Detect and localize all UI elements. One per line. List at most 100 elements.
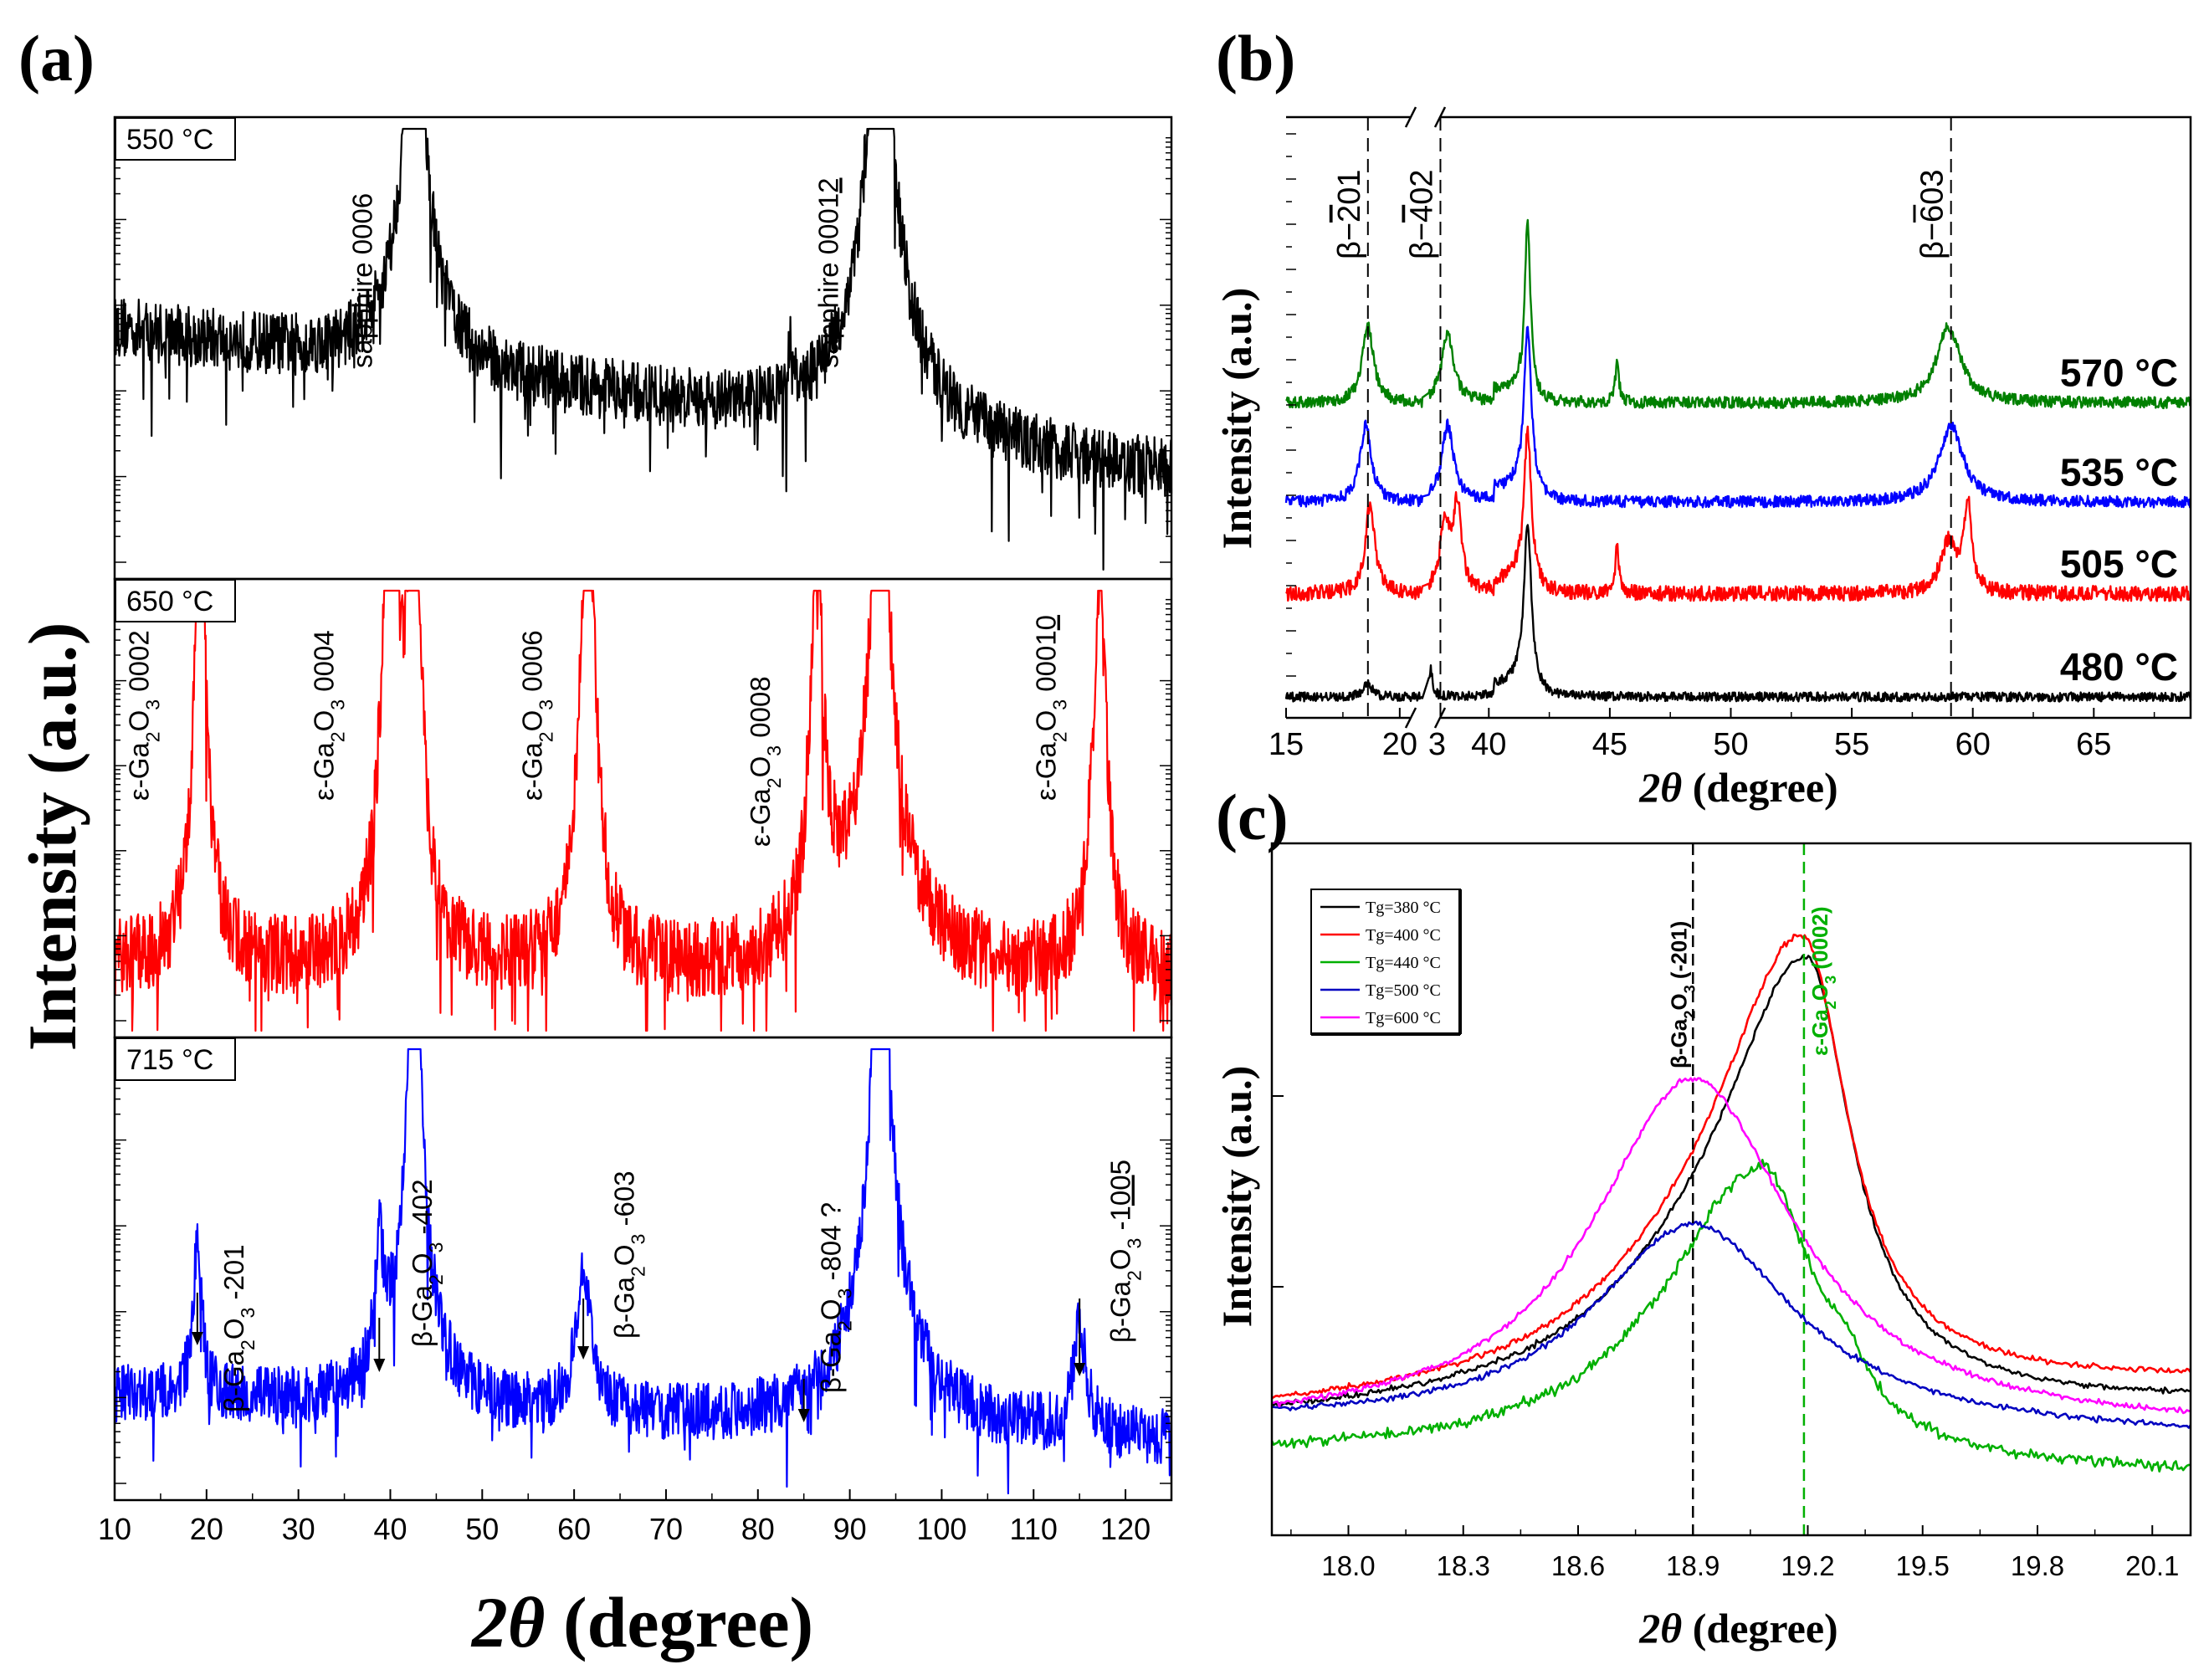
text-part: 19.8	[2011, 1550, 2064, 1581]
temp-label-box	[115, 1037, 236, 1081]
temp-label-text: 715 °C	[126, 1044, 213, 1076]
text-part: 18.9	[1666, 1550, 1720, 1581]
peak-annotation: ε-Ga2O3 00010	[1031, 615, 1071, 801]
text-part: β-Ga	[1105, 1280, 1136, 1343]
subplot-0: 550 °C sapphire 0006 sapphire 00012	[113, 115, 1173, 581]
text-part: 3	[1681, 985, 1698, 993]
text-part: Tg=440 °C	[1366, 954, 1441, 972]
text-part: Tg=400 °C	[1366, 926, 1441, 945]
text-part: 03	[1915, 170, 1950, 205]
y-axis-title: Intensity (a.u.)	[1213, 288, 1260, 550]
text-part: 3	[1124, 1238, 1146, 1249]
text-part: ε-Ga	[308, 742, 339, 801]
dashed-line-label: β−201	[1332, 170, 1367, 259]
text-part	[1682, 1605, 1693, 1652]
x-tick-label: 50	[465, 1512, 499, 1546]
text-part: 2θ	[470, 1582, 546, 1662]
text-part: (0002)	[1807, 906, 1832, 975]
legend-label: Tg=400 °C	[1366, 926, 1441, 945]
text-part: ε-Ga	[1807, 1009, 1832, 1056]
temp-label: 715 °C	[115, 1037, 236, 1081]
text-part: β−	[1404, 223, 1439, 259]
x-axis-title: 2θ (degree)	[470, 1582, 813, 1662]
text-part: 2	[1822, 1001, 1839, 1009]
x-tick-label: 50	[1713, 727, 1748, 762]
text-part: O	[308, 710, 339, 732]
series-line-2	[1284, 325, 2191, 509]
arrow-head	[797, 1409, 810, 1422]
panel-c-frame	[1270, 842, 2192, 1537]
x-tick-label: 30	[282, 1512, 315, 1546]
x-tick-label: 20.1	[2125, 1550, 2179, 1581]
data-line-0	[113, 127, 1173, 571]
text-part: Intensity (a.u.)	[1213, 288, 1260, 550]
series-line-1	[1271, 933, 2192, 1400]
x-tick-label: 40	[373, 1512, 407, 1546]
text-part: 19.5	[1896, 1550, 1950, 1581]
x-tick-label: 100	[916, 1512, 966, 1546]
temp-label: 550 °C	[115, 117, 236, 161]
text-part: O	[124, 710, 155, 732]
text-part: 2	[142, 731, 164, 742]
text-part: °C	[2135, 645, 2178, 689]
x-tick-label: 90	[833, 1512, 867, 1546]
text-part: 3	[425, 1242, 447, 1253]
arrow-head	[1074, 1363, 1086, 1376]
text-part: 2	[536, 731, 557, 742]
peak-annotation: ε-Ga2O3 0008	[745, 676, 785, 847]
text-part: 2θ	[1638, 764, 1682, 811]
series-label: 480 °C	[2060, 645, 2178, 689]
series-line-4	[1272, 1077, 2191, 1415]
series-line-0	[1284, 524, 2192, 703]
text-part: β−	[1915, 223, 1950, 259]
peak-annotation: β-Ga2O3 -402	[407, 1179, 447, 1347]
data-line-2	[113, 1047, 1173, 1495]
text-part: 60	[1955, 727, 1991, 762]
text-part: 3	[536, 699, 557, 710]
dashed-line-label: β−402	[1404, 170, 1439, 259]
series-label: 535 °C	[2060, 450, 2178, 494]
text-part: 2	[763, 777, 785, 788]
text-part: 535	[2060, 450, 2135, 494]
panel-c: (c)β-Ga2O3 (-201)ε-Ga2O3 (0002)18.0 18.3 1…	[1213, 781, 2192, 1652]
axis-break-mark	[1433, 106, 1447, 128]
arrow-head	[191, 1332, 203, 1345]
text-part: 20	[1382, 727, 1417, 762]
legend-label: Tg=440 °C	[1366, 954, 1441, 972]
temp-label-box	[115, 117, 236, 161]
text-part: 2	[425, 1274, 447, 1285]
text-part: -402	[407, 1179, 438, 1242]
text-part: 2	[1124, 1270, 1146, 1281]
series-label: 505 °C	[2060, 542, 2178, 586]
text-part: 15	[1269, 727, 1304, 762]
text-part: (degree)	[1693, 1605, 1838, 1652]
series-line-3	[1272, 1220, 2192, 1429]
x-tick-label: 3	[1428, 727, 1446, 762]
text-part: 2	[326, 731, 348, 742]
legend: Tg=380 °C Tg=400 °C Tg=440 °C Tg=500 °C Tg=6…	[1310, 889, 1462, 1036]
text-part: 30	[282, 1512, 315, 1546]
panel-b-frame	[1286, 115, 2192, 720]
text-part: O	[1807, 984, 1832, 1001]
x-tick-label: 18.9	[1666, 1550, 1720, 1581]
peak-annotation: ε-Ga2O3 0002	[124, 630, 164, 801]
text-part: O	[218, 1318, 249, 1339]
text-part: 3	[628, 1234, 649, 1245]
y-axis-title: Intensity (a.u.)	[14, 622, 90, 1052]
text-part: 715 °C	[126, 1044, 213, 1076]
x-tick-label: 65	[2076, 727, 2111, 762]
axis-break-mark	[1404, 106, 1417, 128]
text-part: O	[609, 1244, 640, 1266]
reference-line-label: ε-Ga2O3 (0002)	[1807, 906, 1839, 1056]
x-tick-label: 19.8	[2011, 1550, 2064, 1581]
text-part: 40	[1471, 727, 1506, 762]
temp-label-box	[115, 579, 236, 622]
text-part: β-Ga	[218, 1350, 249, 1412]
text-part: 45	[1592, 727, 1627, 762]
text-part	[545, 1582, 563, 1662]
x-tick-label: 60	[557, 1512, 591, 1546]
text-part: 2	[628, 1266, 649, 1277]
text-part: 2	[1332, 205, 1367, 223]
